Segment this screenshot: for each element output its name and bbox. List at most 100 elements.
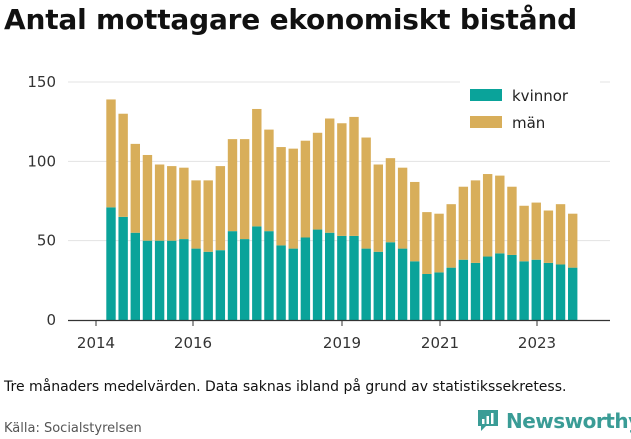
bar-kvinnor bbox=[446, 267, 456, 320]
bar-kvinnor bbox=[203, 251, 213, 320]
bar-kvinnor bbox=[361, 248, 371, 320]
bar-man bbox=[300, 140, 311, 238]
bar-man bbox=[191, 180, 201, 249]
bar-kvinnor bbox=[154, 240, 165, 320]
legend-swatch-man bbox=[470, 116, 502, 128]
bar-kvinnor bbox=[422, 273, 432, 320]
bar-kvinnor bbox=[410, 261, 420, 320]
bar-kvinnor bbox=[312, 229, 323, 320]
x-tick-label: 2019 bbox=[323, 334, 361, 352]
bar-kvinnor bbox=[482, 256, 493, 320]
bar-kvinnor bbox=[385, 242, 396, 320]
bar-kvinnor bbox=[568, 267, 578, 320]
bar-kvinnor bbox=[519, 261, 529, 320]
bar-kvinnor bbox=[106, 207, 116, 320]
bar-man bbox=[203, 180, 213, 252]
bar-kvinnor bbox=[300, 237, 311, 320]
bar-kvinnor bbox=[543, 262, 554, 320]
bar-kvinnor bbox=[264, 231, 274, 320]
bar-man bbox=[264, 129, 274, 232]
bar-man bbox=[410, 181, 420, 262]
chart-note: Tre månaders medelvärden. Data saknas ib… bbox=[4, 379, 567, 395]
bar-man bbox=[325, 118, 335, 233]
bar-kvinnor bbox=[495, 253, 505, 320]
bar-man bbox=[337, 123, 347, 236]
bar-man bbox=[397, 167, 408, 249]
bar-man bbox=[361, 137, 371, 249]
bar-kvinnor bbox=[215, 250, 226, 320]
y-tick-label: 0 bbox=[46, 311, 56, 329]
legend-label-man: män bbox=[512, 114, 545, 132]
bar-man bbox=[519, 205, 529, 262]
bar-kvinnor bbox=[288, 248, 298, 320]
bar-kvinnor bbox=[458, 259, 469, 320]
bar-kvinnor bbox=[227, 231, 238, 320]
bar-man bbox=[422, 212, 432, 274]
bar-man bbox=[288, 148, 298, 249]
bar-kvinnor bbox=[555, 264, 566, 320]
bar-man bbox=[154, 164, 165, 241]
bar-man bbox=[118, 113, 128, 217]
bars bbox=[106, 99, 578, 320]
bar-kvinnor bbox=[167, 240, 177, 320]
bar-kvinnor bbox=[142, 240, 153, 320]
x-axis: 2014 2016 2019 2021 2023 bbox=[68, 319, 610, 352]
bar-man bbox=[458, 186, 469, 260]
bar-kvinnor bbox=[397, 248, 408, 320]
bar-man bbox=[142, 154, 153, 241]
chart-title: Antal mottagare ekonomiskt bistånd bbox=[4, 3, 578, 36]
brand-name: Newsworthy bbox=[506, 409, 631, 433]
legend: kvinnor män bbox=[460, 80, 600, 142]
bar-kvinnor bbox=[179, 239, 189, 320]
bar-kvinnor bbox=[325, 232, 335, 320]
bar-man bbox=[276, 147, 286, 246]
x-tick-label: 2016 bbox=[174, 334, 212, 352]
y-axis: 0 50 100 150 bbox=[27, 73, 56, 329]
bar-man bbox=[215, 166, 226, 251]
x-tick-label: 2014 bbox=[77, 334, 115, 352]
bar-kvinnor bbox=[276, 245, 286, 320]
bar-kvinnor bbox=[507, 254, 517, 320]
x-tick-label: 2023 bbox=[518, 334, 556, 352]
newsworthy-logo[interactable]: Newsworthy bbox=[476, 408, 631, 434]
bar-man bbox=[179, 167, 189, 240]
y-tick-label: 150 bbox=[27, 73, 56, 91]
bar-kvinnor bbox=[191, 248, 201, 320]
bar-man bbox=[239, 139, 250, 240]
bar-man bbox=[106, 99, 116, 208]
bar-man bbox=[482, 174, 493, 257]
y-tick-label: 100 bbox=[27, 152, 56, 170]
bar-kvinnor bbox=[252, 226, 262, 320]
bar-man bbox=[507, 186, 517, 255]
bar-man bbox=[312, 132, 323, 230]
legend-label-kvinnor: kvinnor bbox=[512, 87, 569, 105]
bar-man bbox=[555, 204, 566, 265]
bar-man bbox=[385, 158, 396, 243]
bar-man bbox=[349, 116, 359, 236]
bar-man bbox=[227, 139, 238, 232]
bar-kvinnor bbox=[531, 259, 541, 320]
bar-man bbox=[446, 204, 456, 268]
y-tick-label: 50 bbox=[37, 232, 56, 250]
x-tick-label: 2021 bbox=[421, 334, 459, 352]
stacked-bar-chart: 0 50 100 150 2014 2016 2019 2021 2023 kvinnor m… bbox=[27, 73, 610, 352]
bar-man bbox=[434, 213, 444, 273]
bar-man bbox=[568, 213, 578, 268]
bar-man bbox=[130, 143, 140, 233]
bar-kvinnor bbox=[470, 262, 481, 320]
bar-kvinnor bbox=[130, 232, 140, 320]
bar-kvinnor bbox=[349, 235, 359, 320]
bar-kvinnor bbox=[434, 272, 444, 320]
bar-man bbox=[167, 166, 177, 241]
bar-man bbox=[495, 175, 505, 254]
bar-kvinnor bbox=[373, 251, 383, 320]
bar-kvinnor bbox=[118, 216, 128, 320]
bar-man bbox=[470, 180, 481, 263]
newsworthy-icon bbox=[478, 410, 498, 431]
legend-swatch-kvinnor bbox=[470, 89, 502, 101]
source-credit: Källa: Socialstyrelsen bbox=[4, 421, 142, 436]
bar-man bbox=[373, 164, 383, 252]
bar-man bbox=[252, 108, 262, 227]
bar-man bbox=[531, 202, 541, 260]
bar-man bbox=[543, 210, 554, 263]
